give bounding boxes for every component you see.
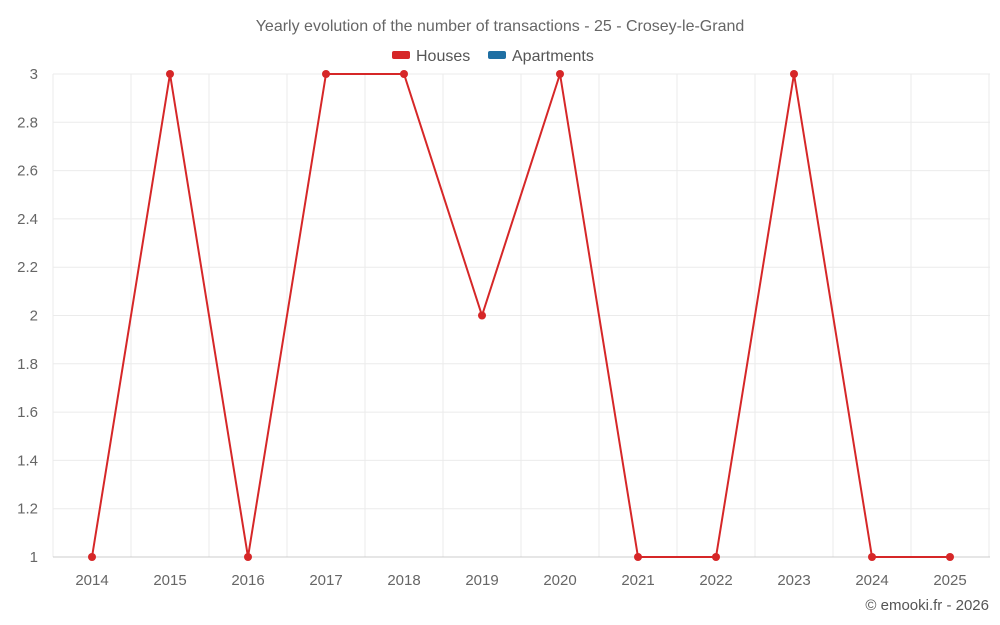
credit-text: © emooki.fr - 2026	[865, 597, 989, 614]
x-tick-label: 2025	[933, 572, 966, 589]
y-tick-label: 2.8	[17, 114, 38, 131]
legend-item-houses[interactable]: Houses	[392, 48, 470, 65]
data-point-houses	[556, 70, 564, 78]
y-tick-label: 3	[30, 66, 38, 83]
data-point-houses	[634, 553, 642, 561]
series-line-houses	[91, 73, 950, 558]
data-point-houses	[946, 553, 954, 561]
x-tick-label: 2015	[153, 572, 186, 589]
legend-swatch-apartments	[488, 51, 506, 59]
series-houses	[88, 70, 954, 561]
y-tick-label: 1.2	[17, 501, 38, 518]
y-tick-label: 1.8	[17, 356, 38, 373]
x-tick-label: 2018	[387, 572, 420, 589]
x-tick-label: 2022	[699, 572, 732, 589]
legend-label-houses: Houses	[416, 48, 470, 65]
legend-item-apartments[interactable]: Apartments	[488, 48, 594, 65]
x-tick-label: 2017	[309, 572, 342, 589]
x-axis: 2014 2015 2016 2017 2018 2019 2020 2021 2022 2023…	[53, 556, 990, 589]
x-tick-label: 2023	[777, 572, 810, 589]
y-tick-label: 1.4	[17, 452, 38, 469]
legend-label-apartments: Apartments	[512, 48, 594, 65]
x-tick-label: 2014	[75, 572, 108, 589]
x-tick-label: 2020	[543, 572, 576, 589]
y-tick-label: 1.6	[17, 404, 38, 421]
x-tick-label: 2016	[231, 572, 264, 589]
data-point-houses	[868, 553, 876, 561]
chart-title: Yearly evolution of the number of transa…	[256, 18, 745, 35]
gridlines	[52, 73, 990, 558]
y-tick-label: 2.6	[17, 163, 38, 180]
data-point-houses	[400, 70, 408, 78]
data-point-houses	[244, 553, 252, 561]
x-tick-label: 2024	[855, 572, 888, 589]
y-axis: 1 1.2 1.4 1.6 1.8 2 2.2 2.4 2.6 2.8 3	[17, 66, 38, 566]
y-tick-label: 2.4	[17, 211, 38, 228]
y-tick-label: 2	[30, 308, 38, 325]
x-tick-label: 2019	[465, 572, 498, 589]
data-point-houses	[88, 553, 96, 561]
legend-swatch-houses	[392, 51, 410, 59]
data-point-houses	[712, 553, 720, 561]
data-point-houses	[166, 70, 174, 78]
y-tick-label: 2.2	[17, 259, 38, 276]
data-point-houses	[322, 70, 330, 78]
data-point-houses	[478, 311, 486, 320]
data-point-houses	[790, 70, 798, 78]
y-tick-label: 1	[30, 549, 38, 566]
x-tick-label: 2021	[621, 572, 654, 589]
legend: Houses Apartments	[392, 48, 594, 65]
